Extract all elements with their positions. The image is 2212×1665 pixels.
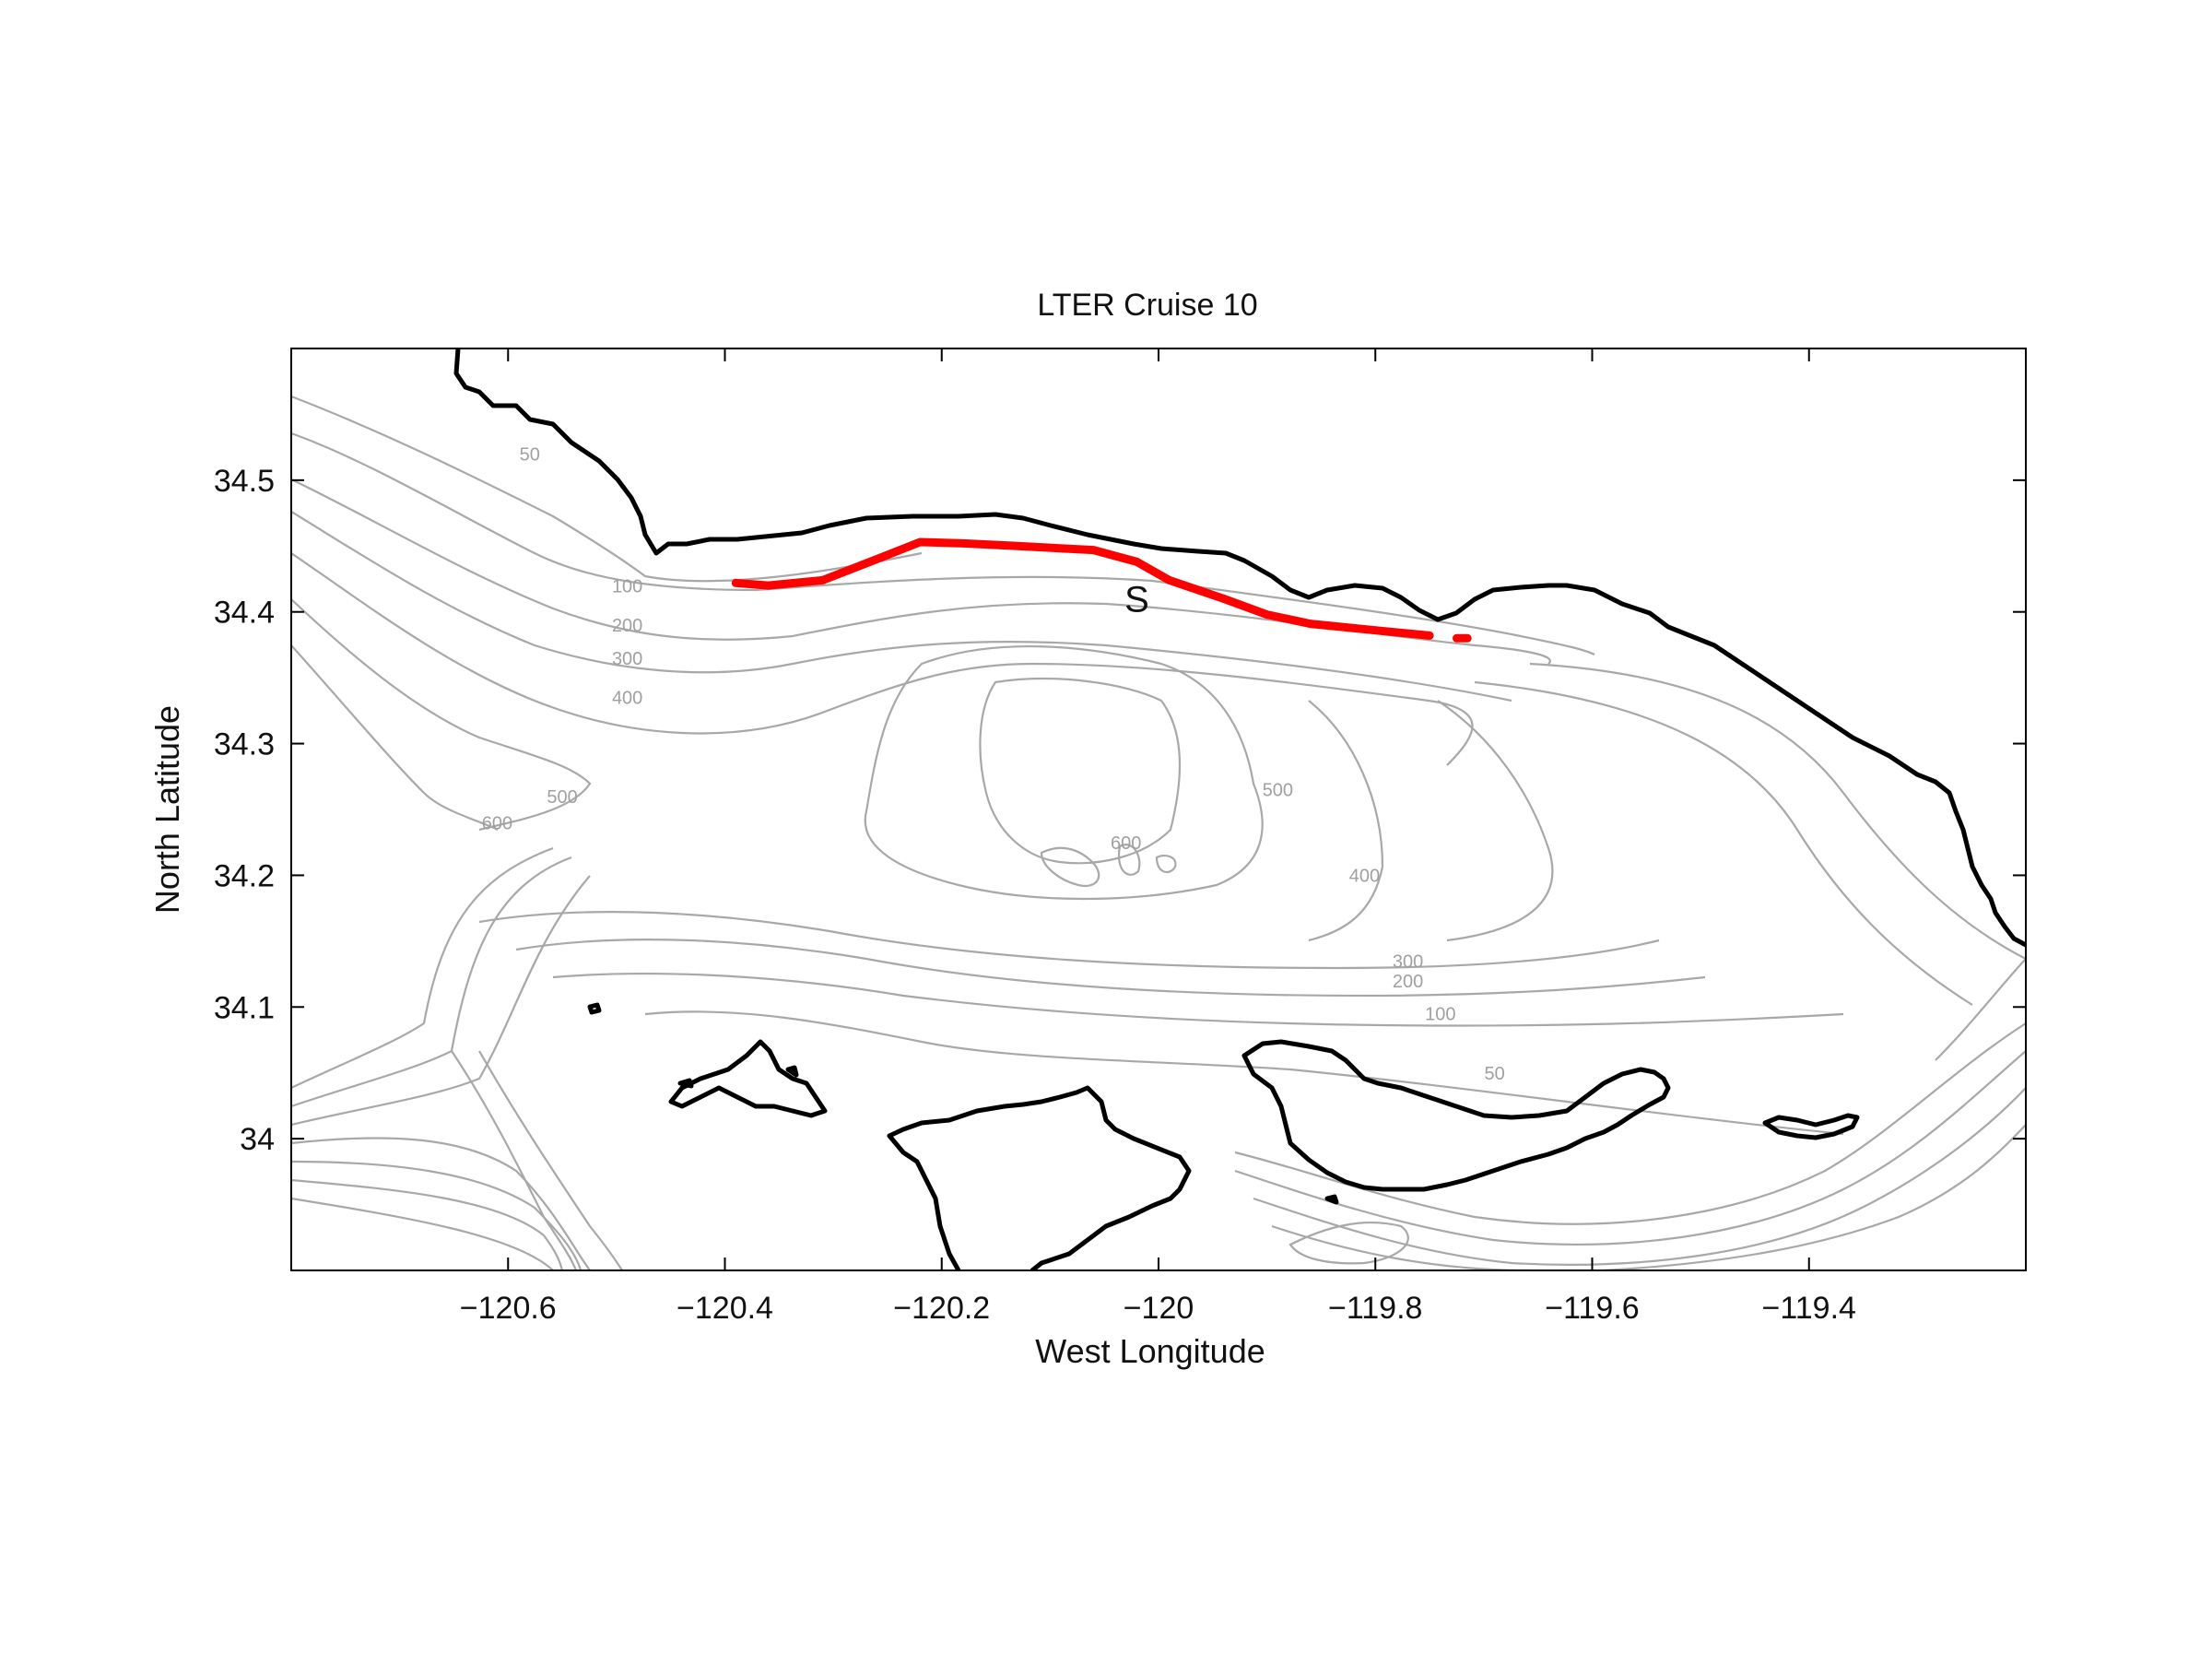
y-tick-label: 34.1 — [214, 990, 275, 1025]
basin-small-1 — [1040, 846, 1100, 888]
contour-south-50 — [644, 1010, 1844, 1136]
slope-1 — [291, 846, 554, 1089]
map-title: LTER Cruise 10 — [1037, 288, 1257, 323]
coastline — [453, 348, 2026, 1270]
islet-2 — [677, 1078, 694, 1089]
contour-100 — [291, 431, 1595, 655]
station-label: S — [1124, 579, 1149, 620]
contour-600 — [291, 644, 499, 831]
y-tick-label: 34.3 — [214, 727, 275, 762]
x-tick-label: −120 — [1124, 1291, 1194, 1326]
contour-300 — [291, 511, 1512, 703]
contour-label: 50 — [1485, 1064, 1505, 1084]
slope-8 — [451, 1050, 578, 1270]
y-tick-label: 34.2 — [214, 858, 275, 893]
slope-7 — [291, 1197, 554, 1270]
se-2 — [1234, 1050, 2026, 1246]
basin-small-3 — [1155, 854, 1177, 874]
basin-contour-600 — [864, 644, 1264, 901]
contour-east-2 — [1529, 662, 2026, 960]
bathymetry-contours — [291, 395, 2026, 1270]
islet-3 — [785, 1065, 799, 1078]
x-tick-label: −119.8 — [1328, 1291, 1422, 1326]
contour-label: 600 — [482, 813, 512, 833]
x-tick-label: −119.4 — [1762, 1291, 1856, 1326]
contour-label: 50 — [520, 444, 540, 465]
contour-500 — [291, 598, 592, 832]
contour-label: 600 — [1111, 833, 1141, 854]
contour-label: 300 — [1393, 951, 1423, 972]
contour-label: 500 — [1263, 781, 1293, 801]
x-tick-label: −119.6 — [1545, 1291, 1639, 1326]
contour-label: 500 — [547, 787, 577, 808]
slope-3 — [291, 875, 591, 1127]
contour-south-200 — [515, 939, 1706, 998]
y-tick-label: 34 — [240, 1122, 275, 1157]
contour-south-300 — [478, 911, 1660, 970]
y-tick-label: 34.5 — [214, 464, 275, 499]
y-axis-label: North Latitude — [148, 705, 186, 914]
contour-label: 100 — [1425, 1005, 1455, 1025]
contour-label: 400 — [612, 689, 642, 709]
contour-label: 400 — [1349, 867, 1380, 887]
contour-south-100 — [552, 972, 1844, 1027]
x-tick-label: −120.4 — [677, 1291, 773, 1326]
cruise-track — [731, 537, 1472, 643]
slope-6 — [291, 1178, 564, 1270]
island-santa-rosa-west — [887, 1133, 961, 1270]
island-san-miguel — [668, 1039, 828, 1118]
basin-contour-400 — [1308, 700, 1384, 942]
contour-label: 100 — [612, 576, 642, 596]
x-axis-label: West Longitude — [1035, 1332, 1265, 1370]
contour-east-1 — [1474, 680, 1973, 1006]
y-tick-label: 34.4 — [214, 596, 275, 631]
contour-400 — [291, 552, 1474, 766]
basin-small-2 — [1117, 844, 1141, 876]
se-6 — [1288, 1221, 1409, 1265]
cruise-track-line — [731, 537, 1434, 640]
islet-4 — [1324, 1194, 1339, 1205]
slope-5 — [291, 1160, 582, 1270]
slope-4 — [291, 1137, 591, 1270]
contour-label: 200 — [612, 616, 642, 636]
island-santa-rosa — [887, 1085, 1192, 1270]
se-1 — [1234, 1022, 2026, 1225]
islet-1 — [587, 1002, 602, 1015]
contour-label: 200 — [1393, 972, 1423, 992]
x-tick-label: −120.2 — [893, 1291, 990, 1326]
se-5 — [1603, 1124, 2026, 1270]
island-anacapa — [1762, 1113, 1860, 1140]
x-axis-ticks: −120.6 −120.4 −120.2 −120 −119.8 −119.6 −119.4 — [460, 348, 1856, 1326]
contour-channel-east — [1437, 700, 1554, 942]
y-axis-ticks: 34 34.1 34.2 34.3 34.4 34.5 — [214, 464, 2026, 1157]
contour-label: 300 — [612, 649, 642, 669]
se-7 — [1935, 958, 2026, 1061]
se-4 — [1271, 1224, 1531, 1270]
se-3 — [1253, 1087, 2026, 1266]
contour-200 — [291, 478, 1551, 665]
x-tick-label: −120.6 — [460, 1291, 557, 1326]
contour-50 — [291, 395, 923, 583]
island-santa-cruz — [1241, 1039, 1671, 1192]
basin-contour-500 — [979, 677, 1182, 865]
slope-9 — [478, 1050, 623, 1270]
slope-2 — [291, 856, 572, 1108]
mainland-coast — [453, 348, 2026, 948]
